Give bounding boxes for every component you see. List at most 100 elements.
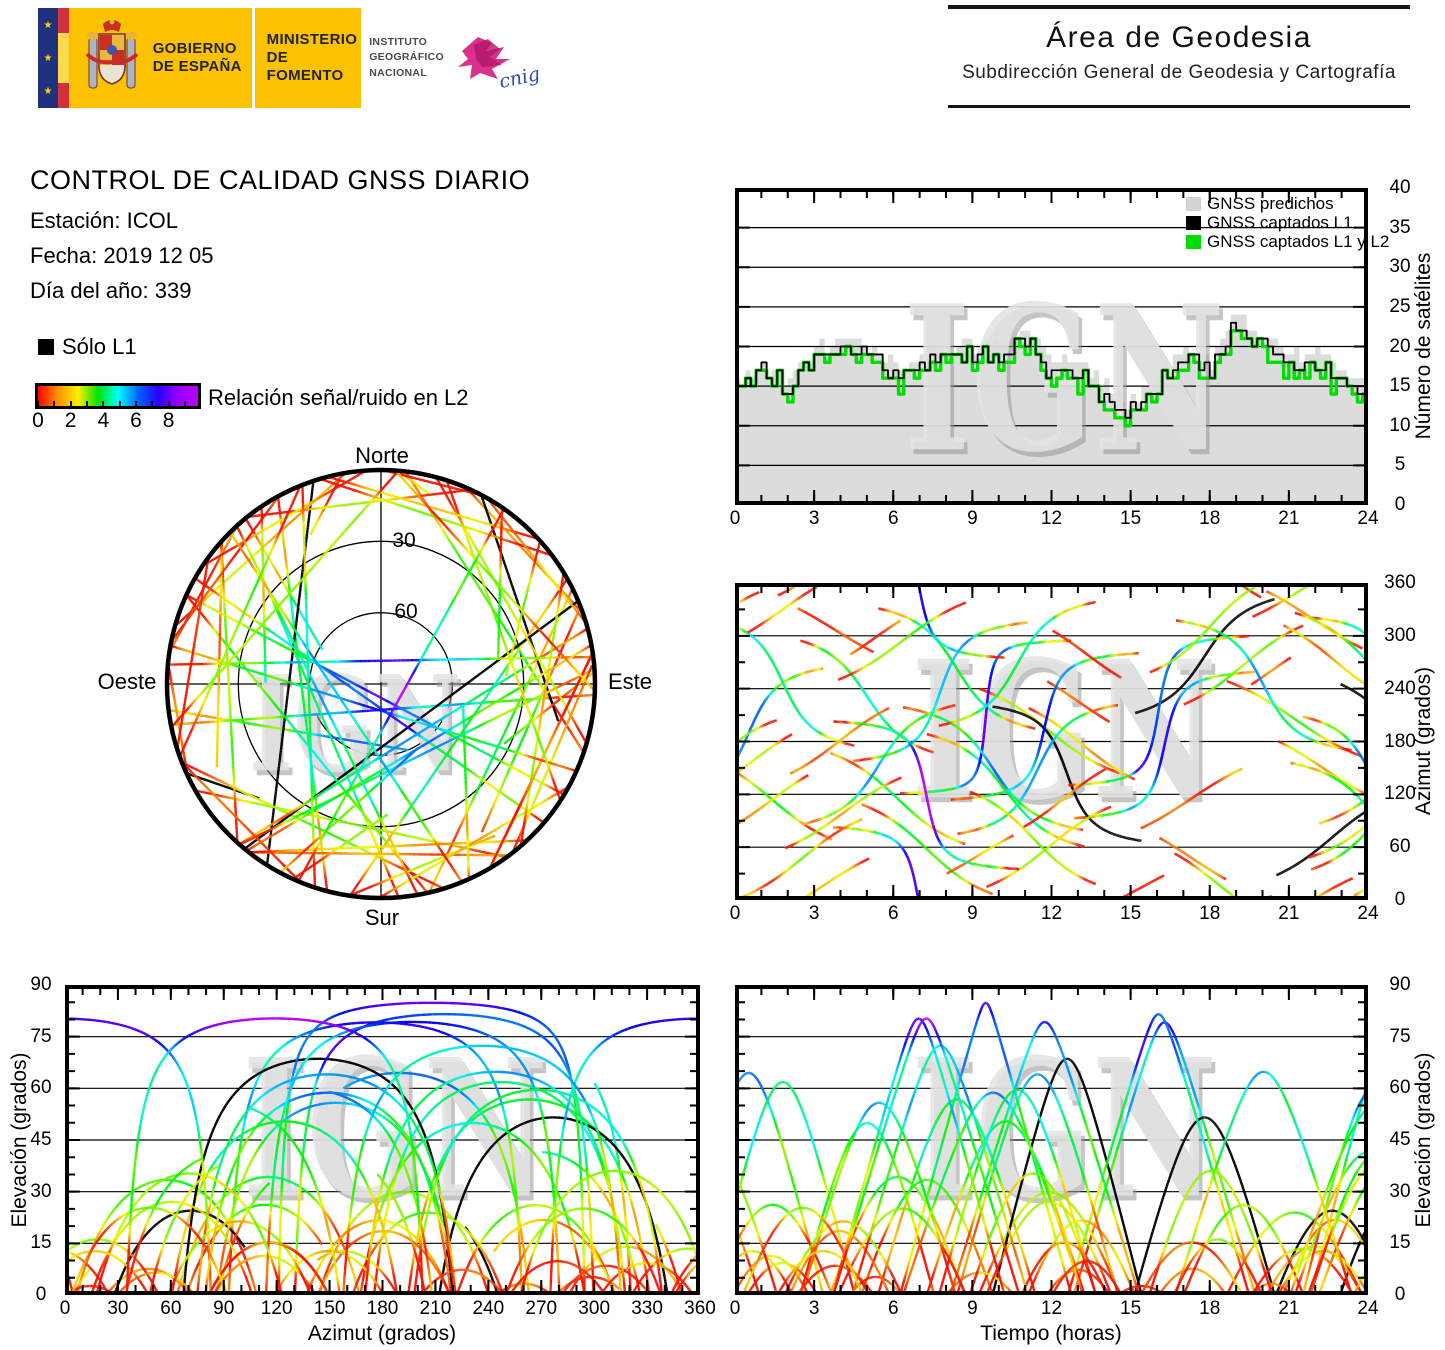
solo-l1-swatch <box>38 339 54 355</box>
colorbar-tick <box>53 401 56 406</box>
colorbar-tick <box>69 401 72 406</box>
coat-of-arms-icon <box>85 19 139 89</box>
solo-l1-legend: Sólo L1 <box>38 334 137 360</box>
snr-colorbar-label: Relación señal/ruido en L2 <box>208 385 469 410</box>
tick-label: 120 <box>1384 783 1416 805</box>
spain-flag-strip <box>57 8 69 108</box>
legend-item: GNSS captados L1 <box>1186 213 1389 232</box>
tick-label: 0 <box>729 903 741 924</box>
skyplot-ring30-label: 30 <box>392 529 416 552</box>
snr-colorbar-tick-label: 4 <box>97 409 110 432</box>
tick-label: 6 <box>887 508 899 529</box>
date-line: Fecha: 2019 12 05 <box>30 243 214 268</box>
gobierno-block: GOBIERNO DE ESPAÑA <box>68 8 252 108</box>
tick-label: 60 <box>1389 1077 1411 1099</box>
report-title: CONTROL DE CALIDAD GNSS DIARIO <box>30 165 531 195</box>
tick-label: 6 <box>887 903 899 924</box>
tick-label: 30 <box>1389 1180 1411 1202</box>
tick-label: 45 <box>30 1129 52 1150</box>
colorbar-tick <box>102 401 105 406</box>
tick-label: 18 <box>1199 508 1221 529</box>
tick-label: 6 <box>887 1298 899 1319</box>
tick-label: 0 <box>59 1298 71 1319</box>
snr-colorbar-tick-label: 6 <box>130 409 142 432</box>
legend-label: GNSS captados L1 <box>1207 212 1353 232</box>
colorbar-tick <box>37 401 39 406</box>
tick-label: 24 <box>1357 508 1379 529</box>
tick-label: 0 <box>35 1284 47 1305</box>
legend-swatch <box>1186 234 1201 249</box>
geodesia-header: Área de Geodesia Subdirección General de… <box>948 5 1410 108</box>
tick-label: 3 <box>808 1298 820 1319</box>
tick-label: 30 <box>1389 256 1411 278</box>
colorbar-tick <box>167 401 170 406</box>
tick-label: 60 <box>30 1077 52 1099</box>
tick-label: 25 <box>1389 295 1411 317</box>
day-of-year-line: Día del año: 339 <box>30 278 192 303</box>
tick-label: 12 <box>1040 508 1063 529</box>
tick-label: 45 <box>1389 1129 1411 1150</box>
cnig-logo: cnig <box>450 23 542 93</box>
colorbar-tick <box>151 401 154 406</box>
skyplot-canvas <box>146 453 616 923</box>
ign-label: INSTITUTO GEOGRÁFICO NACIONAL <box>369 36 444 79</box>
colorbar-tick <box>183 401 186 406</box>
tick-label: 270 <box>525 1298 558 1319</box>
tick-label: 240 <box>472 1298 505 1319</box>
tick-label: 0 <box>1394 494 1406 515</box>
snr-colorbar-tick-label: 0 <box>32 409 44 432</box>
tick-label: 300 <box>1384 624 1416 646</box>
tick-label: 360 <box>684 1298 716 1319</box>
nsat-y-axis-title: Número de satélites <box>1412 252 1435 440</box>
legend-item: GNSS captados L1 y L2 <box>1186 232 1389 251</box>
legend-label: GNSS predichos <box>1207 193 1334 213</box>
tick-label: 60 <box>1389 836 1411 858</box>
tick-label: 24 <box>1357 903 1379 924</box>
snr-colorbar <box>35 383 201 409</box>
tick-label: 18 <box>1199 1298 1221 1319</box>
tick-label: 24 <box>1357 1298 1379 1319</box>
legend-swatch <box>1186 196 1201 211</box>
elevation-time-chart-canvas <box>735 985 1368 1295</box>
solo-l1-label: Sólo L1 <box>62 334 137 359</box>
eu-star-icon: ★ <box>43 19 53 31</box>
tick-label: 0 <box>729 508 741 529</box>
tick-label: 9 <box>967 1298 978 1319</box>
tick-label: 21 <box>1278 1298 1300 1319</box>
tick-label: 60 <box>160 1298 182 1319</box>
tick-label: 18 <box>1199 903 1221 924</box>
snr-colorbar-tick-label: 8 <box>162 409 175 432</box>
elevation-azimuth-chart-canvas <box>65 985 700 1295</box>
colorbar-tick <box>134 401 137 406</box>
tick-label: 15 <box>1120 903 1142 924</box>
colorbar-tick <box>85 401 88 406</box>
tick-label: 9 <box>967 508 978 529</box>
tick-label: 75 <box>30 1025 52 1047</box>
tick-label: 15 <box>30 1232 52 1254</box>
geodesia-subtitle: Subdirección General de Geodesia y Carto… <box>962 62 1396 83</box>
tick-label: 15 <box>1120 1298 1142 1319</box>
tick-label: 9 <box>967 903 978 924</box>
gobierno-label: GOBIERNO DE ESPAÑA <box>152 40 242 75</box>
tick-label: 150 <box>313 1298 346 1319</box>
tick-label: 3 <box>808 508 820 529</box>
tick-label: 35 <box>1389 216 1411 238</box>
skyplot-south-label: Sur <box>364 905 400 930</box>
skyplot-west-label: Oeste <box>97 669 157 694</box>
legend-swatch <box>1186 215 1201 230</box>
station-line: Estación: ICOL <box>30 208 178 233</box>
tick-label: 21 <box>1278 903 1300 924</box>
tick-label: 120 <box>260 1298 293 1319</box>
satellites-chart-legend: GNSS predichos GNSS captados L1 GNSS capta… <box>1186 194 1389 251</box>
tick-label: 0 <box>729 1298 741 1319</box>
elevation-azimuth-y-axis-title: Elevación (grados) <box>8 1052 31 1228</box>
tick-label: 15 <box>1389 375 1411 397</box>
satellites-chart-canvas <box>735 188 1368 505</box>
eu-star-icon: ★ <box>43 52 53 64</box>
ign-block: INSTITUTO GEOGRÁFICO NACIONAL cnig <box>361 8 542 108</box>
geodesia-title: Área de Geodesia <box>1046 21 1312 54</box>
elevation-time-x-axis-title: Tiempo (horas) <box>980 1322 1122 1345</box>
azimuth-time-chart-canvas <box>735 583 1368 900</box>
tick-label: 30 <box>107 1298 129 1319</box>
